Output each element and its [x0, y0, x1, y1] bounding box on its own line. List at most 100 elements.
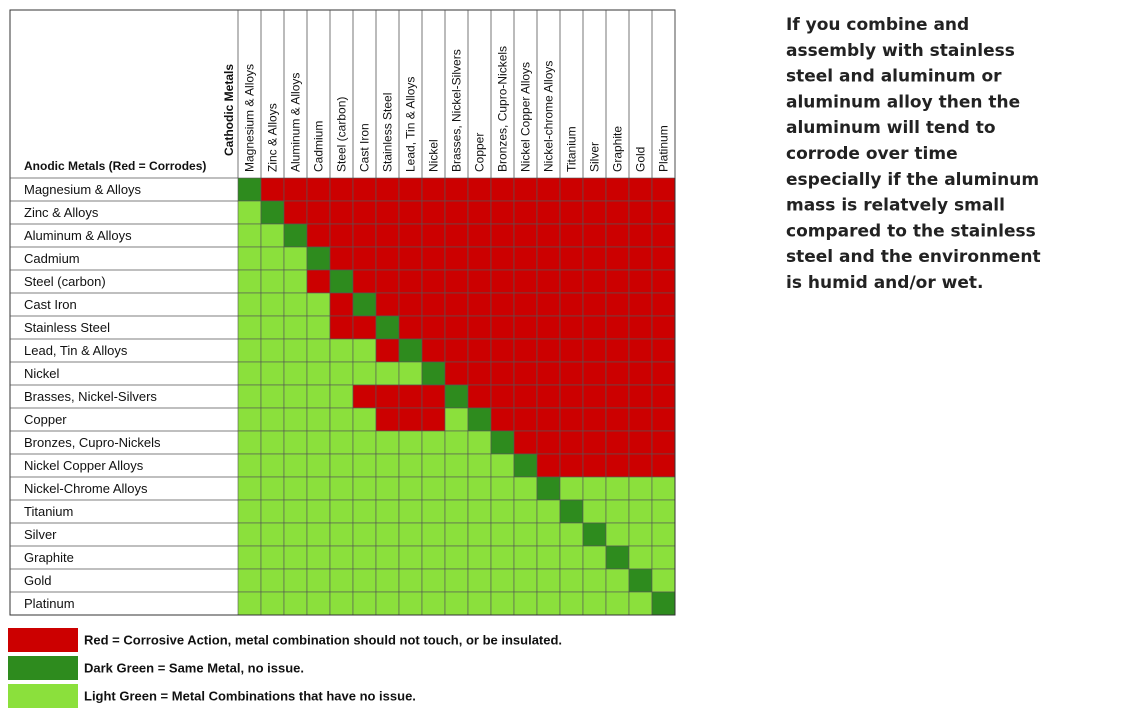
cell — [352, 499, 377, 524]
row-label: Steel (carbon) — [24, 274, 106, 289]
cell — [651, 361, 676, 386]
row-label: Stainless Steel — [24, 320, 110, 335]
cell — [628, 384, 653, 409]
cell — [628, 315, 653, 340]
cell — [398, 591, 423, 616]
cell — [421, 591, 446, 616]
cell — [467, 246, 492, 271]
column-label: Copper — [473, 133, 487, 172]
row-label: Nickel Copper Alloys — [24, 458, 144, 473]
cell — [559, 177, 584, 202]
cell — [283, 315, 308, 340]
cell — [283, 499, 308, 524]
cell — [375, 246, 400, 271]
cell — [421, 476, 446, 501]
cell — [513, 407, 538, 432]
cell — [513, 200, 538, 225]
cell — [651, 177, 676, 202]
cell — [283, 223, 308, 248]
cell — [398, 315, 423, 340]
cell — [582, 223, 607, 248]
corner-col-title: Cathodic Metals — [222, 64, 236, 156]
cell — [651, 499, 676, 524]
cell — [237, 361, 262, 386]
cell — [605, 223, 630, 248]
cell — [329, 338, 354, 363]
row-label: Lead, Tin & Alloys — [24, 343, 128, 358]
column-label: Aluminum & Alloys — [289, 73, 303, 172]
cell — [559, 223, 584, 248]
cell — [444, 361, 469, 386]
cell — [467, 338, 492, 363]
cell — [329, 453, 354, 478]
cell — [582, 246, 607, 271]
column-label: Stainless Steel — [381, 93, 395, 172]
cell — [375, 292, 400, 317]
cell — [375, 338, 400, 363]
cell — [467, 545, 492, 570]
cell — [306, 476, 331, 501]
cell — [605, 522, 630, 547]
cell — [398, 430, 423, 455]
row-label: Cadmium — [24, 251, 80, 266]
cell — [467, 384, 492, 409]
cell — [628, 200, 653, 225]
cell — [582, 453, 607, 478]
cell — [605, 591, 630, 616]
cell — [605, 200, 630, 225]
cell — [375, 223, 400, 248]
cell — [260, 522, 285, 547]
cell — [467, 269, 492, 294]
cell — [283, 430, 308, 455]
cell — [329, 384, 354, 409]
cell — [444, 453, 469, 478]
cell — [283, 453, 308, 478]
cell — [283, 361, 308, 386]
cell — [352, 292, 377, 317]
cell — [398, 384, 423, 409]
cell — [651, 476, 676, 501]
cell — [536, 315, 561, 340]
cell — [490, 292, 515, 317]
cell — [536, 292, 561, 317]
legend-swatch — [8, 628, 78, 652]
legend-label: Dark Green = Same Metal, no issue. — [84, 660, 304, 675]
cell — [651, 591, 676, 616]
cell — [536, 522, 561, 547]
row-label: Aluminum & Alloys — [24, 228, 132, 243]
column-label: Nickel Copper Alloys — [519, 62, 533, 172]
cell — [559, 200, 584, 225]
cell — [536, 430, 561, 455]
cell — [283, 545, 308, 570]
column-label: Bronzes, Cupro-Nickels — [496, 46, 510, 172]
cell — [352, 361, 377, 386]
cell — [467, 591, 492, 616]
corner-row-title: Anodic Metals (Red = Corrodes) — [24, 159, 206, 173]
cell — [582, 545, 607, 570]
row-label: Bronzes, Cupro-Nickels — [24, 435, 161, 450]
cell — [283, 476, 308, 501]
cell — [536, 223, 561, 248]
cell — [444, 430, 469, 455]
cell — [375, 591, 400, 616]
cell — [329, 499, 354, 524]
cell — [329, 591, 354, 616]
cell — [398, 223, 423, 248]
cell — [283, 246, 308, 271]
cell — [559, 545, 584, 570]
cell — [375, 200, 400, 225]
cell — [582, 315, 607, 340]
cell — [421, 407, 446, 432]
cell — [237, 269, 262, 294]
cell — [536, 476, 561, 501]
cell — [582, 522, 607, 547]
cell — [398, 407, 423, 432]
cell — [559, 476, 584, 501]
cell — [559, 269, 584, 294]
cell — [398, 292, 423, 317]
cell — [444, 545, 469, 570]
cell — [375, 499, 400, 524]
table-frame — [9, 9, 676, 616]
cell — [375, 384, 400, 409]
cell — [352, 545, 377, 570]
